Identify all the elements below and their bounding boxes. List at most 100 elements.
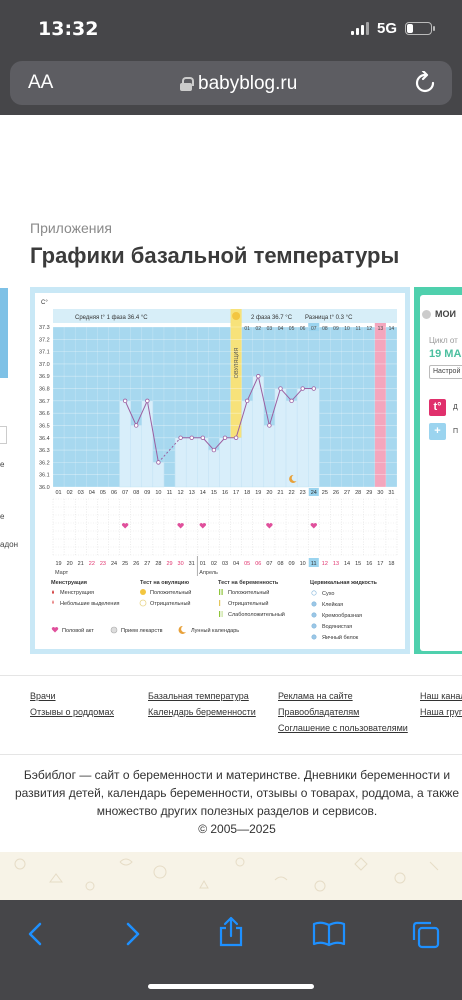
legend-title: Тест на овуляцию bbox=[140, 580, 189, 586]
temperature-point[interactable] bbox=[145, 398, 150, 404]
temperature-point[interactable] bbox=[311, 386, 316, 391]
legend-item: Положительный bbox=[150, 589, 191, 596]
text-size-button[interactable]: AA bbox=[28, 72, 53, 94]
address-bar[interactable]: AA babyblog.ru bbox=[10, 61, 452, 105]
cervical-fluid-icon bbox=[311, 590, 317, 596]
heart-icon[interactable] bbox=[177, 523, 184, 529]
my-charts-header[interactable]: МОИ bbox=[422, 309, 456, 319]
x-tick-label: 22 bbox=[289, 490, 295, 496]
ovulation-negative-icon bbox=[139, 599, 147, 607]
back-icon[interactable] bbox=[26, 920, 44, 948]
temperature-point[interactable] bbox=[156, 460, 161, 465]
temperature-action-label[interactable]: Д bbox=[453, 404, 458, 411]
temperature-point[interactable] bbox=[200, 435, 206, 440]
temperature-point[interactable] bbox=[244, 398, 250, 404]
temperature-bar bbox=[230, 437, 242, 488]
heart-icon[interactable] bbox=[199, 523, 206, 529]
footer-link-user-agreement[interactable]: Соглашение с пользователями bbox=[278, 723, 408, 733]
y-tick-label: 37.0 bbox=[39, 362, 50, 368]
temperature-point[interactable] bbox=[278, 386, 283, 391]
temperature-point[interactable] bbox=[233, 435, 239, 440]
settings-button[interactable]: Настрой bbox=[429, 365, 462, 379]
phase1-average: Средняя t° 1 фаза 36.4 °C bbox=[75, 315, 148, 321]
temperature-point[interactable] bbox=[267, 423, 272, 428]
cervical-fluid-icon bbox=[311, 623, 317, 629]
forward-icon[interactable] bbox=[124, 920, 142, 948]
add-action-label[interactable]: П bbox=[453, 428, 459, 435]
y-tick-label: 37.1 bbox=[39, 350, 50, 356]
url-display[interactable]: babyblog.ru bbox=[180, 73, 297, 95]
footer-link-doctors[interactable]: Врачи bbox=[30, 691, 56, 701]
footer-link-maternity-reviews[interactable]: Отзывы о роддомах bbox=[30, 707, 114, 717]
pill-icon bbox=[110, 626, 118, 634]
footer-link-pregnancy-calendar[interactable]: Календарь беременности bbox=[148, 707, 256, 717]
temperature-point[interactable] bbox=[134, 423, 139, 428]
phase2-day-label: 13 bbox=[378, 326, 384, 332]
date-label: 22 bbox=[89, 561, 95, 567]
temperature-point[interactable] bbox=[289, 398, 294, 404]
ovulation-test-icon bbox=[232, 312, 241, 320]
ovulation-label: ОВУЛЯЦИЯ bbox=[234, 348, 240, 379]
phase2-day-label: 04 bbox=[278, 326, 284, 332]
x-tick-label: 27 bbox=[344, 490, 350, 496]
chart-header-band bbox=[53, 309, 397, 323]
temperature-line-segment bbox=[135, 400, 148, 426]
date-label: 14 bbox=[344, 561, 350, 567]
temperature-bar bbox=[274, 388, 287, 488]
temperature-point[interactable] bbox=[211, 447, 217, 453]
bookmarks-icon[interactable] bbox=[312, 920, 346, 948]
breadcrumb[interactable]: Приложения bbox=[30, 220, 112, 236]
temperature-bar bbox=[285, 400, 298, 488]
temperature-line-segment bbox=[213, 437, 226, 451]
footer-link-group[interactable]: Наша группа bbox=[420, 707, 462, 717]
share-icon[interactable] bbox=[217, 916, 245, 948]
chart-unit-label: C° bbox=[41, 300, 48, 306]
cycle-date: 19 МАР bbox=[429, 348, 462, 360]
date-label: 05 bbox=[244, 561, 250, 567]
phase2-day-label: 08 bbox=[322, 326, 328, 332]
temperature-point[interactable] bbox=[300, 386, 305, 391]
footer-link-rightholders[interactable]: Правообладателям bbox=[278, 707, 360, 717]
left-input-fragment bbox=[0, 426, 7, 444]
temperature-line-segment bbox=[235, 400, 248, 438]
preg-test-icon bbox=[221, 611, 223, 617]
legend-item: Сухо bbox=[322, 591, 334, 597]
footer-link-advertising[interactable]: Реклама на сайте bbox=[278, 691, 353, 701]
status-bar: 13:32 5G bbox=[0, 0, 462, 58]
footer-link-channel[interactable]: Наш канал в bbox=[420, 691, 462, 701]
tabs-icon[interactable] bbox=[411, 920, 441, 950]
date-label: 25 bbox=[122, 561, 128, 567]
x-tick-label: 05 bbox=[100, 490, 106, 496]
status-time: 13:32 bbox=[38, 18, 99, 40]
temperature-chart[interactable]: C° Средняя t° 1 фаза 36.4 °C 2 фаза 36.7… bbox=[35, 293, 405, 649]
about-text: Бэбиблог — сайт о беременности и материн… bbox=[14, 768, 460, 818]
legend-item: Половой акт bbox=[62, 627, 94, 634]
temperature-line-segment bbox=[268, 388, 281, 426]
temperature-point[interactable] bbox=[122, 398, 128, 404]
temperature-point[interactable] bbox=[222, 435, 228, 440]
left-panel-fragment bbox=[0, 288, 8, 378]
x-tick-label: 24 bbox=[311, 490, 317, 496]
plus-icon[interactable]: + bbox=[429, 423, 446, 440]
temperature-point[interactable] bbox=[256, 374, 261, 379]
y-tick-label: 36.8 bbox=[39, 387, 50, 393]
temperature-point[interactable] bbox=[189, 435, 194, 440]
menstruation-icon bbox=[52, 590, 54, 594]
reload-icon[interactable] bbox=[414, 71, 436, 95]
lock-icon bbox=[180, 77, 194, 91]
ovulation-column bbox=[230, 309, 242, 487]
temperature-icon[interactable]: t° bbox=[429, 399, 446, 416]
heart-icon[interactable] bbox=[121, 523, 129, 529]
cervical-fluid-icon bbox=[311, 634, 317, 640]
heart-icon[interactable] bbox=[266, 523, 273, 529]
date-label: 08 bbox=[277, 561, 283, 567]
right-sidebar: МОИ Цикл от 19 МАР Настрой t° Д + П bbox=[414, 287, 462, 654]
y-tick-label: 36.4 bbox=[39, 436, 50, 442]
date-label: 26 bbox=[133, 561, 139, 567]
temperature-bar bbox=[208, 449, 220, 488]
temperature-point[interactable] bbox=[178, 435, 183, 440]
x-tick-label: 16 bbox=[222, 490, 228, 496]
footer-link-bbt[interactable]: Базальная температура bbox=[148, 691, 249, 701]
heart-icon[interactable] bbox=[310, 523, 317, 529]
preg-test-icon bbox=[219, 589, 221, 595]
